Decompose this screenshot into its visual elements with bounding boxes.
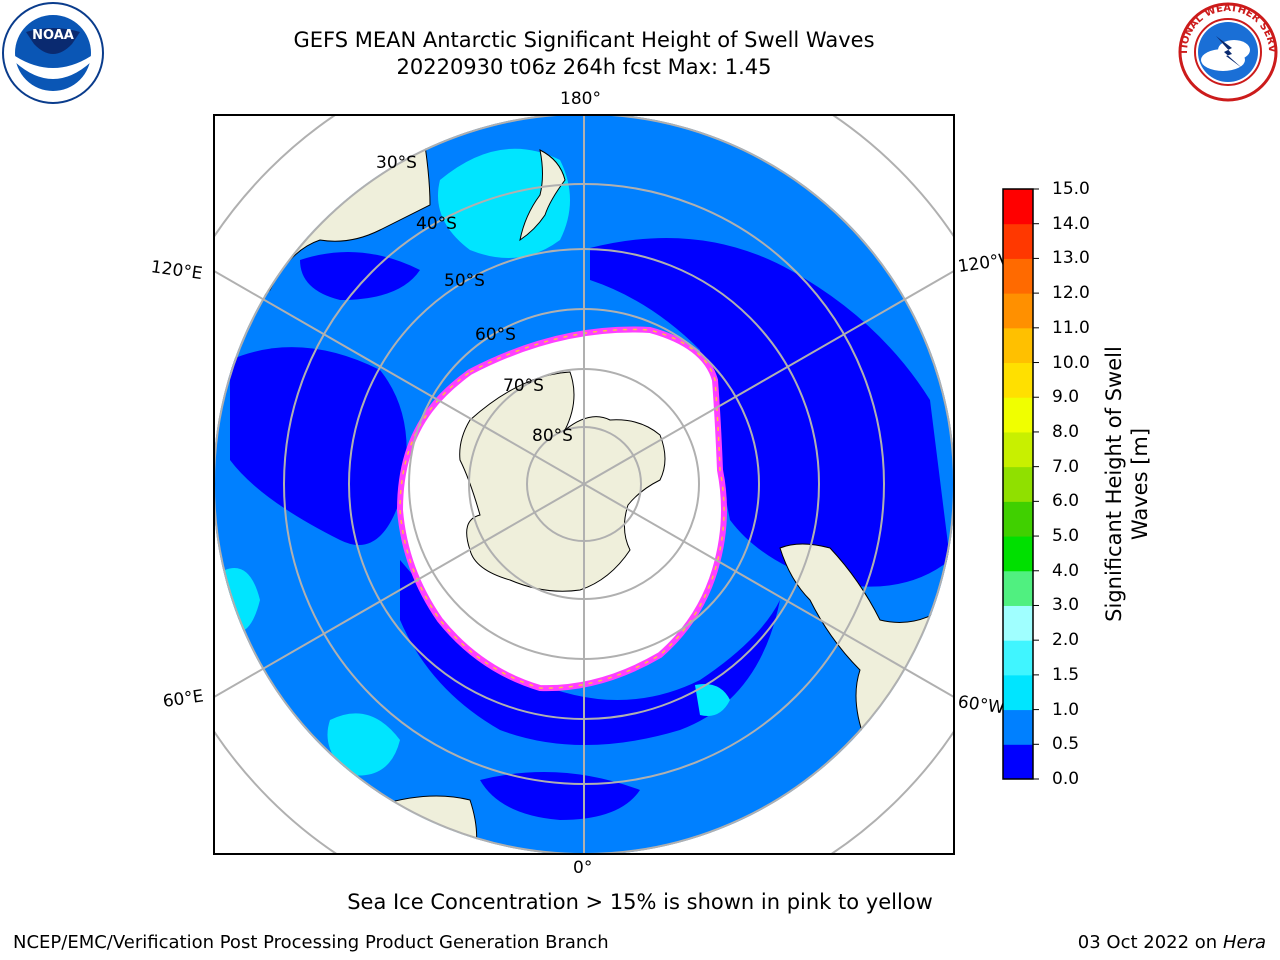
new-zealand-landmass [519, 149, 566, 242]
colorbar-cell [1003, 640, 1033, 676]
lat-label-70s: 70°S [503, 376, 544, 396]
lat-label-40s: 40°S [416, 214, 457, 234]
colorbar-tick-label: 8.0 [1052, 421, 1080, 442]
colorbar-label: Significant Height of Swell Waves [m] [1102, 346, 1152, 622]
colorbar-cell [1003, 466, 1033, 502]
lat-label-80s: 80°S [532, 426, 573, 446]
colorbar-cell [1003, 258, 1033, 294]
colorbar-tick-label: 5.0 [1052, 526, 1080, 547]
footer-date-text: 03 Oct 2022 on [1077, 932, 1223, 953]
map-frame [213, 114, 955, 855]
colorbar-tick-label: 1.0 [1052, 699, 1080, 720]
colorbar-tick-label: 3.0 [1052, 595, 1080, 616]
colorbar-tick-label: 10.0 [1052, 352, 1090, 373]
lat-label-60s: 60°S [475, 325, 516, 345]
colorbar-cell [1003, 674, 1033, 711]
footer-credit: NCEP/EMC/Verification Post Processing Pr… [13, 932, 609, 953]
graticule [214, 115, 954, 854]
footer-date: 03 Oct 2022 on Hera [1078, 932, 1266, 953]
colorbar-tick-label: 12.0 [1052, 283, 1090, 304]
colorbar-tick-label: 1.5 [1052, 664, 1080, 685]
low-swell-region [400, 560, 780, 745]
lon-label-0: 0° [573, 858, 593, 878]
national-weather-service-logo: NATIONAL WEATHER SERVICE [1176, 0, 1278, 102]
colorbar-cell [1003, 501, 1033, 537]
lat-label-50s: 50°S [444, 271, 485, 291]
moderate-swell-patch [327, 713, 400, 776]
colorbar-cell [1003, 362, 1033, 398]
moderate-swell-patch [695, 684, 730, 716]
colorbar-tick-label: 11.0 [1052, 317, 1090, 338]
colorbar-cell [1003, 709, 1033, 745]
colorbar-cell [1003, 189, 1033, 225]
colorbar-tick-label: 13.0 [1052, 248, 1090, 269]
colorbar-tick-label: 4.0 [1052, 560, 1080, 581]
colorbar-tick-label: 7.0 [1052, 456, 1080, 477]
colorbar-tick-label: 15.0 [1052, 179, 1090, 199]
colorbar-tick-label: 0.0 [1052, 769, 1080, 789]
sea-ice-caption: Sea Ice Concentration > 15% is shown in … [347, 890, 933, 914]
chart-subtitle: 20220930 t06z 264h fcst Max: 1.45 [396, 55, 772, 79]
colorbar-cell [1003, 605, 1033, 641]
low-swell-region [300, 252, 420, 300]
lat-label-30s: 30°S [376, 153, 417, 173]
colorbar-cell [1003, 536, 1033, 572]
colorbar-tick-label: 14.0 [1052, 213, 1090, 234]
lon-label-180: 180° [560, 89, 601, 109]
footer-host: Hera [1222, 932, 1266, 953]
colorbar-tick-label: 0.5 [1052, 734, 1080, 755]
colorbar-tick-label: 9.0 [1052, 387, 1080, 408]
colorbar-cell [1003, 570, 1033, 606]
moderate-swell-patch [438, 148, 570, 258]
colorbar-cell [1003, 397, 1033, 433]
noaa-logo-text: NOAA [32, 28, 74, 43]
noaa-logo: NOAA [2, 2, 104, 104]
low-swell-region [230, 347, 407, 545]
colorbar-cell [1003, 293, 1033, 329]
sea-ice-inner-edge [399, 328, 725, 689]
colorbar-tick-label: 6.0 [1052, 491, 1080, 512]
colorbar-cell [1003, 744, 1033, 780]
colorbar-cell [1003, 431, 1033, 468]
colorbar-cell [1003, 223, 1033, 259]
colorbar-cell [1003, 327, 1033, 364]
chart-title: GEFS MEAN Antarctic Significant Height o… [293, 28, 875, 52]
colorbar-tick-label: 2.0 [1052, 630, 1080, 651]
